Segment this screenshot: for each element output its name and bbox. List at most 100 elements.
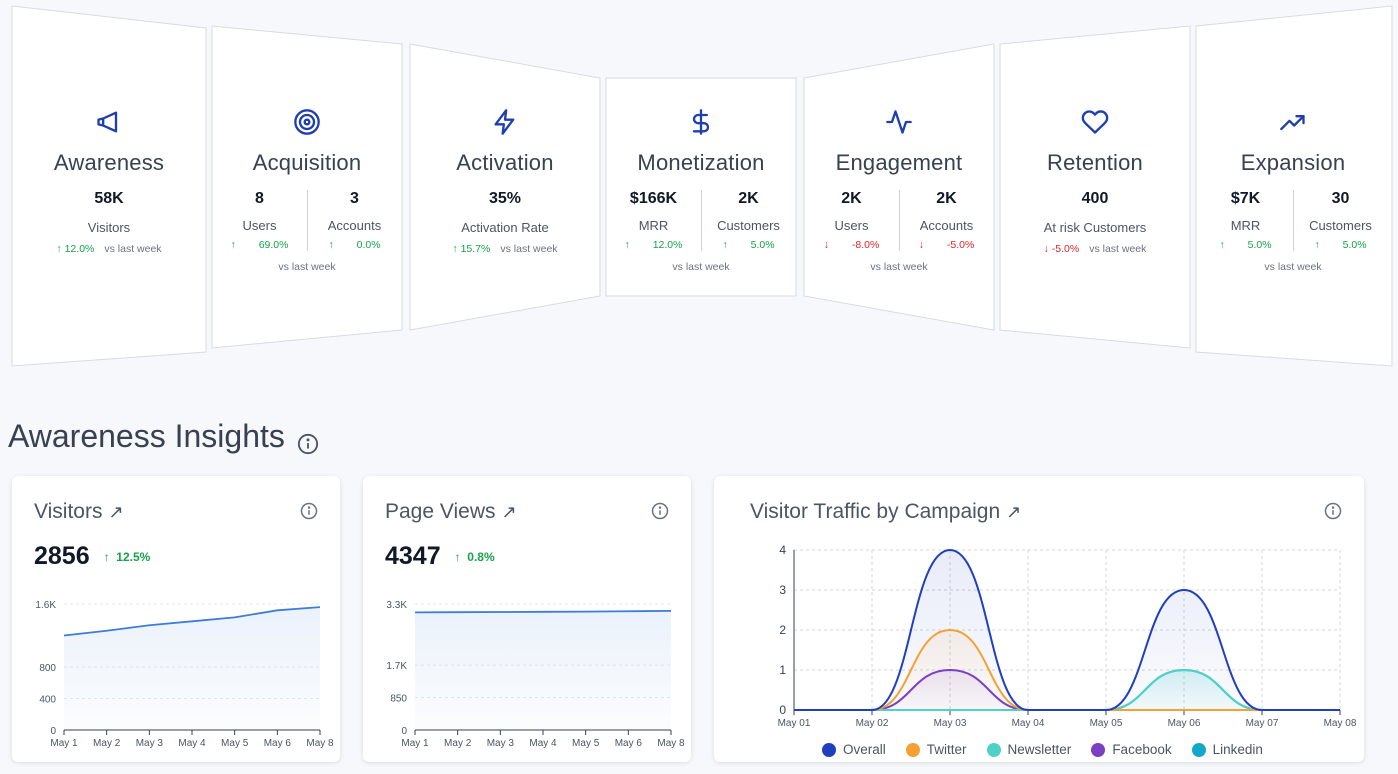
y-tick-label: 3	[779, 583, 786, 597]
legend-swatch	[822, 742, 836, 757]
card-title[interactable]: Page Views ↗	[385, 500, 517, 523]
divider	[898, 190, 900, 251]
dollar-icon	[687, 108, 715, 136]
visitors-card[interactable]: 0 400 800 1.6K May 1 May 2 May 3 May 4 May 5 May …	[12, 476, 340, 762]
legend-item-linkedin[interactable]: Linkedin	[1191, 742, 1263, 757]
legend-swatch	[986, 742, 1001, 757]
vs-label: vs last week	[278, 261, 336, 273]
metric-value: 30	[1331, 190, 1350, 207]
stage-acquisition[interactable]: Acquisition 8 Users ↑ 69.0% 3 Accounts ↑…	[212, 108, 402, 273]
stage-awareness[interactable]: Awareness 58K Visitors ↑ 12.0% vs last we…	[12, 108, 206, 255]
metric-value: 400	[1081, 190, 1109, 207]
y-tick-label: 850	[390, 694, 407, 705]
metric-label: Activation Rate	[461, 220, 549, 235]
arrow-up-icon: ↑	[1219, 239, 1225, 251]
external-link-icon[interactable]: ↗	[1006, 501, 1022, 522]
campaign-card[interactable]: 0 1 2 3 4 May 01 May 02 May 03 May 04 May 05 May 0…	[714, 476, 1364, 762]
x-tick-label: May 3	[136, 738, 164, 749]
pageviews-card[interactable]: 0 850 1.7K 3.3K May 1 May 2 May 3 May 4 May 5 May…	[363, 476, 691, 762]
y-tick-label: 3.3K	[386, 600, 407, 611]
y-tick-label: 0	[50, 726, 56, 737]
y-tick-label: 400	[39, 695, 56, 706]
x-tick-label: May 8	[306, 738, 334, 749]
metric-value: 58K	[94, 190, 124, 207]
metric-value: $7K	[1230, 190, 1261, 207]
vs-label: vs last week	[104, 243, 162, 255]
legend-item-facebook[interactable]: Facebook	[1091, 742, 1172, 757]
metric-value: $166K	[629, 190, 678, 207]
x-tick-label: May 2	[444, 738, 472, 749]
metric-label: Users	[834, 218, 869, 233]
divider	[700, 190, 702, 251]
info-icon[interactable]	[297, 426, 319, 454]
x-tick-label: May 4	[178, 738, 206, 749]
legend-item-overall[interactable]: Overall	[822, 742, 886, 757]
x-tick-label: May 5	[221, 738, 249, 749]
metric-label: Accounts	[327, 218, 382, 233]
y-tick-label: 1	[779, 663, 786, 677]
x-tick-label: May 03	[934, 718, 967, 729]
y-tick-label: 1.7K	[386, 661, 407, 672]
series-line-linkedin	[794, 668, 1340, 711]
stage-engagement[interactable]: Engagement 2K Users ↓ -8.0% 2K Accounts …	[804, 108, 994, 273]
x-tick-label: May 1	[50, 738, 78, 749]
arrow-up-icon: ↑	[452, 243, 458, 255]
arrow-up-icon: ↑	[624, 239, 630, 251]
stage-activation[interactable]: Activation 35% Activation Rate ↑ 15.7% vs…	[410, 108, 600, 255]
y-tick-label: 2	[779, 623, 786, 637]
vs-label: vs last week	[500, 243, 558, 255]
legend-item-newsletter[interactable]: Newsletter	[986, 742, 1072, 757]
series-line-overall	[794, 548, 1340, 711]
change-up: ↑ 15.7%	[452, 243, 491, 255]
external-link-icon[interactable]: ↗	[501, 501, 517, 522]
funnel-background	[11, 5, 1393, 367]
vs-label: vs last week	[1089, 243, 1147, 255]
metric-label: Customers	[717, 218, 780, 233]
arrow-up-icon: ↑	[328, 239, 334, 251]
divider	[1292, 190, 1294, 251]
stage-title: Retention	[1047, 150, 1143, 175]
metric-label: Users	[242, 218, 277, 233]
x-tick-label: May 8	[657, 738, 685, 749]
change-down: ↓ -8.0%	[823, 239, 880, 251]
divider	[306, 190, 308, 251]
pageviews-chart: 0 850 1.7K 3.3K May 1 May 2 May 3 May 4 May 5 May…	[386, 600, 685, 749]
info-icon[interactable]	[651, 502, 669, 520]
pulse-icon	[885, 108, 913, 136]
legend-label: Facebook	[1112, 742, 1172, 757]
x-tick-label: May 04	[1012, 718, 1045, 729]
x-tick-label: May 6	[264, 738, 292, 749]
series-line	[414, 609, 672, 614]
metric-label: MRR	[638, 218, 669, 233]
card-title[interactable]: Visitor Traffic by Campaign ↗	[750, 500, 1022, 523]
x-tick-label: May 4	[529, 738, 557, 749]
x-tick-label: May 05	[1090, 718, 1123, 729]
stage-title: Expansion	[1240, 150, 1346, 175]
x-tick-label: May 02	[856, 718, 889, 729]
y-tick-label: 0	[401, 726, 407, 737]
x-tick-label: May 08	[1324, 718, 1357, 729]
x-tick-label: May 07	[1246, 718, 1279, 729]
external-link-icon[interactable]: ↗	[108, 501, 124, 522]
arrow-up-icon: ↑	[722, 239, 728, 251]
vs-label: vs last week	[870, 261, 928, 273]
x-tick-label: May 2	[93, 738, 121, 749]
change-down: ↓ -5.0%	[918, 239, 975, 251]
stage-retention[interactable]: Retention 400 At risk Customers ↓ -5.0% v…	[1000, 108, 1190, 255]
legend-swatch	[1091, 742, 1106, 757]
info-icon[interactable]	[300, 502, 318, 520]
legend-item-twitter[interactable]: Twitter	[905, 742, 967, 757]
stage-expansion[interactable]: Expansion $7K MRR ↑ 5.0% 30 Customers ↑ …	[1196, 108, 1390, 273]
change-up: ↑ 12.0%	[56, 243, 95, 255]
info-icon[interactable]	[1324, 502, 1342, 520]
x-tick-label: May 01	[778, 718, 811, 729]
metric-value: 2K	[936, 190, 957, 207]
kpi-value: 4347	[385, 542, 441, 570]
x-tick-label: May 5	[572, 738, 600, 749]
change-up: ↑ 5.0%	[1219, 239, 1272, 251]
legend-label: Newsletter	[1007, 742, 1072, 757]
x-tick-label: May 3	[487, 738, 515, 749]
stage-monetization[interactable]: Monetization $166K MRR ↑ 12.0% 2K Custom…	[606, 108, 796, 273]
card-title[interactable]: Visitors ↗	[34, 500, 124, 523]
vs-label: vs last week	[1264, 261, 1322, 273]
